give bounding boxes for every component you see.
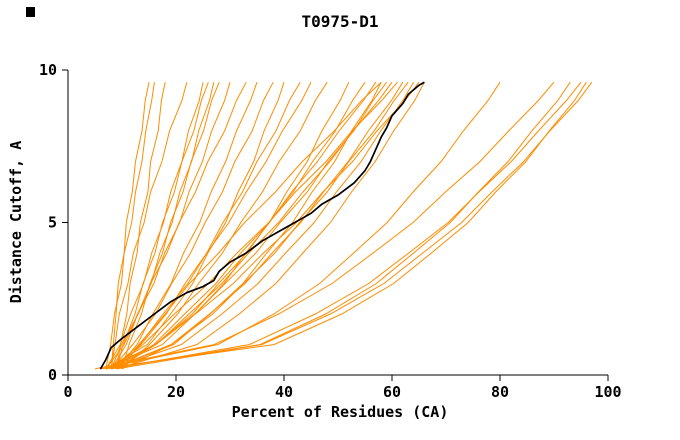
x-axis-label: Percent of Residues (CA)	[231, 403, 449, 421]
series-line	[121, 81, 328, 370]
series-line	[111, 81, 582, 370]
series-line	[116, 82, 166, 369]
series-line	[110, 81, 398, 370]
series-line	[110, 82, 188, 369]
series-line	[110, 81, 247, 370]
series-line	[111, 81, 382, 370]
series-line	[110, 81, 366, 370]
x-tick-label: 0	[63, 383, 72, 401]
x-tick-label: 100	[594, 383, 621, 401]
y-tick-label: 10	[39, 61, 57, 79]
series-line	[110, 81, 312, 370]
series-line	[105, 81, 388, 370]
series-line	[105, 82, 204, 370]
series-line	[116, 81, 425, 370]
series-line	[116, 82, 209, 370]
x-tick-label: 60	[383, 383, 401, 401]
series-line	[110, 81, 274, 370]
series-line	[110, 82, 150, 369]
chart-title: T0975-D1	[301, 12, 379, 31]
series-line	[111, 81, 415, 370]
series-line	[111, 81, 404, 370]
series-line	[121, 81, 409, 370]
series-line	[105, 82, 155, 369]
series-line	[100, 81, 501, 370]
y-tick-label: 5	[48, 214, 57, 232]
series-line	[105, 82, 285, 370]
x-tick-label: 20	[167, 383, 185, 401]
series-line	[116, 81, 593, 370]
series-line	[121, 81, 382, 370]
corner-mark	[26, 7, 35, 17]
series-line	[94, 81, 555, 370]
series-line	[105, 81, 571, 370]
highlight-series-line	[99, 81, 425, 370]
series-line	[121, 82, 220, 370]
x-tick-label: 80	[491, 383, 509, 401]
x-tick-label: 40	[275, 383, 293, 401]
series-line	[105, 81, 420, 370]
series-line	[100, 81, 587, 370]
series-line	[110, 82, 215, 370]
series-line	[116, 81, 301, 370]
y-tick-label: 0	[48, 366, 57, 384]
y-axis-label: Distance Cutoff, A	[7, 140, 25, 304]
